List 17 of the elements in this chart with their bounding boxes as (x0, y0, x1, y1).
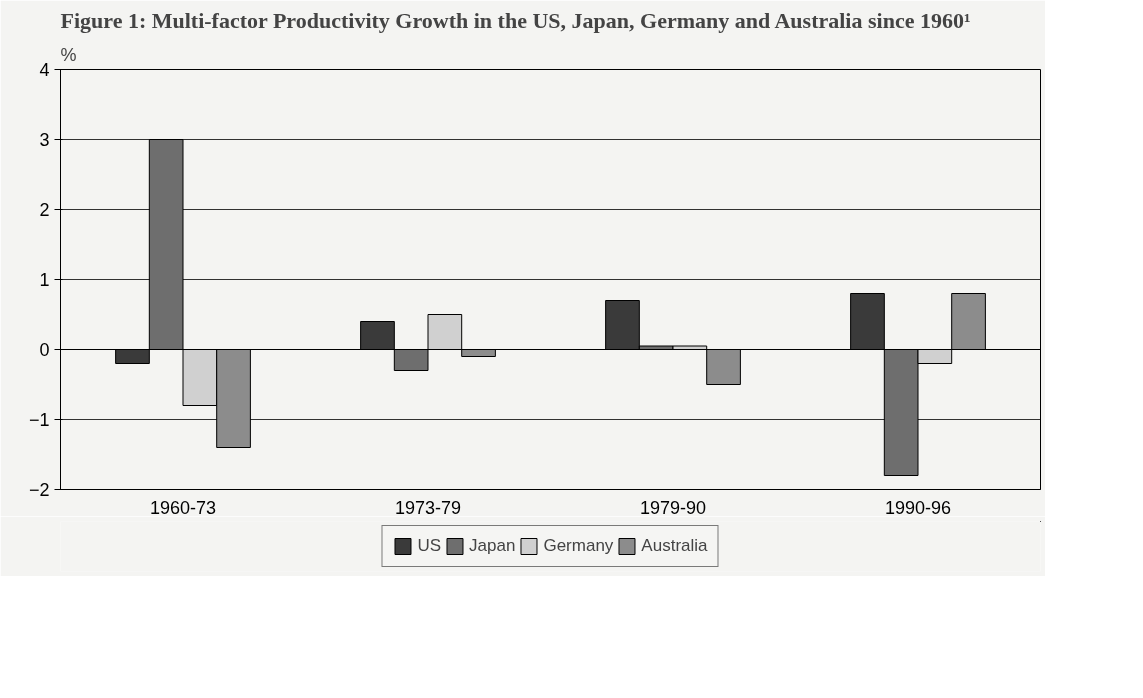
chart-title: Figure 1: Multi-factor Productivity Growth in the US, Japan, Germany and Australia since 1960¹ (60, 7, 971, 33)
x-tick-label: 1979-90 (639, 497, 707, 518)
y-tick-label: 0 (39, 340, 50, 360)
y-axis-title: % (60, 44, 77, 65)
legend-label: Germany (543, 536, 614, 556)
x-tick-label: 1960-73 (149, 497, 217, 518)
y-tick-label: 3 (39, 130, 50, 150)
y-tick-label: 2 (39, 200, 50, 220)
y-tick-label: −2 (28, 480, 50, 500)
legend-label: Japan (469, 536, 516, 556)
x-tick-label: 1973-79 (394, 497, 462, 518)
x-tick-label: 1990-96 (884, 497, 952, 518)
y-tick-label: 4 (39, 60, 50, 80)
legend-label: Australia (641, 536, 708, 556)
y-tick-label: 1 (39, 270, 50, 290)
legend-label: US (417, 536, 442, 556)
y-tick-label: −1 (28, 410, 50, 430)
